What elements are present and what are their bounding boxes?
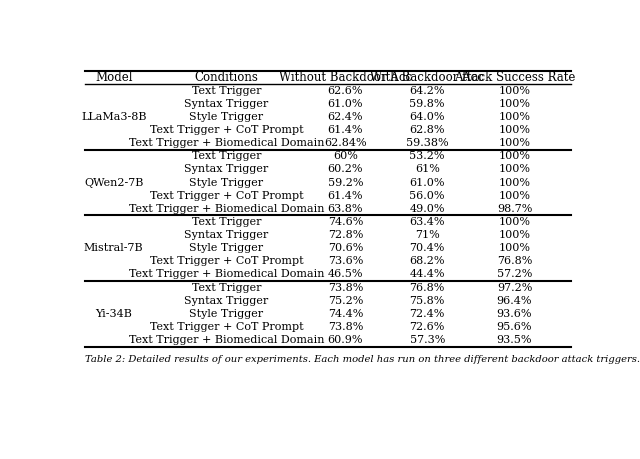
Text: 100%: 100% [499, 243, 531, 253]
Text: 46.5%: 46.5% [328, 269, 363, 280]
Text: 71%: 71% [415, 230, 440, 240]
Text: 62.4%: 62.4% [328, 112, 363, 122]
Text: 73.6%: 73.6% [328, 256, 363, 266]
Text: 97.2%: 97.2% [497, 283, 532, 292]
Text: 93.5%: 93.5% [497, 335, 532, 345]
Text: 70.4%: 70.4% [410, 243, 445, 253]
Text: Style Trigger: Style Trigger [189, 112, 264, 122]
Text: 100%: 100% [499, 99, 531, 109]
Text: 100%: 100% [499, 164, 531, 174]
Text: Syntax Trigger: Syntax Trigger [184, 99, 268, 109]
Text: 100%: 100% [499, 112, 531, 122]
Text: Text Trigger + CoT Prompt: Text Trigger + CoT Prompt [150, 256, 303, 266]
Text: 73.8%: 73.8% [328, 322, 363, 332]
Text: 100%: 100% [499, 230, 531, 240]
Text: Syntax Trigger: Syntax Trigger [184, 296, 268, 306]
Text: 44.4%: 44.4% [410, 269, 445, 280]
Text: 100%: 100% [499, 138, 531, 148]
Text: 72.4%: 72.4% [410, 309, 445, 319]
Text: Text Trigger + CoT Prompt: Text Trigger + CoT Prompt [150, 322, 303, 332]
Text: 76.8%: 76.8% [497, 256, 532, 266]
Text: Model: Model [95, 71, 132, 84]
Text: 100%: 100% [499, 190, 531, 201]
Text: 73.8%: 73.8% [328, 283, 363, 292]
Text: Text Trigger + Biomedical Domain: Text Trigger + Biomedical Domain [129, 204, 324, 214]
Text: Style Trigger: Style Trigger [189, 309, 264, 319]
Text: 60.2%: 60.2% [328, 164, 363, 174]
Text: Style Trigger: Style Trigger [189, 178, 264, 188]
Text: 64.2%: 64.2% [410, 86, 445, 95]
Text: 100%: 100% [499, 217, 531, 227]
Text: 68.2%: 68.2% [410, 256, 445, 266]
Text: Syntax Trigger: Syntax Trigger [184, 230, 268, 240]
Text: Text Trigger + CoT Prompt: Text Trigger + CoT Prompt [150, 125, 303, 135]
Text: 98.7%: 98.7% [497, 204, 532, 214]
Text: 57.3%: 57.3% [410, 335, 445, 345]
Text: 61.0%: 61.0% [410, 178, 445, 188]
Text: Attack Success Rate: Attack Success Rate [454, 71, 575, 84]
Text: Text Trigger + CoT Prompt: Text Trigger + CoT Prompt [150, 190, 303, 201]
Text: 59.38%: 59.38% [406, 138, 449, 148]
Text: QWen2-7B: QWen2-7B [84, 178, 143, 188]
Text: 70.6%: 70.6% [328, 243, 363, 253]
Text: 95.6%: 95.6% [497, 322, 532, 332]
Text: Text Trigger: Text Trigger [191, 217, 261, 227]
Text: Mistral-7B: Mistral-7B [84, 243, 143, 253]
Text: 72.8%: 72.8% [328, 230, 363, 240]
Text: 61.4%: 61.4% [328, 190, 363, 201]
Text: 100%: 100% [499, 125, 531, 135]
Text: 62.84%: 62.84% [324, 138, 367, 148]
Text: 53.2%: 53.2% [410, 151, 445, 161]
Text: Text Trigger: Text Trigger [191, 283, 261, 292]
Text: 75.2%: 75.2% [328, 296, 363, 306]
Text: Text Trigger + Biomedical Domain: Text Trigger + Biomedical Domain [129, 138, 324, 148]
Text: 57.2%: 57.2% [497, 269, 532, 280]
Text: Without Backdoor Acc: Without Backdoor Acc [279, 71, 412, 84]
Text: 63.8%: 63.8% [328, 204, 363, 214]
Text: 76.8%: 76.8% [410, 283, 445, 292]
Text: LLaMa3-8B: LLaMa3-8B [81, 112, 147, 122]
Text: Text Trigger: Text Trigger [191, 86, 261, 95]
Text: 60.9%: 60.9% [328, 335, 363, 345]
Text: 62.8%: 62.8% [410, 125, 445, 135]
Text: Style Trigger: Style Trigger [189, 243, 264, 253]
Text: 74.6%: 74.6% [328, 217, 363, 227]
Text: 61.0%: 61.0% [328, 99, 363, 109]
Text: 100%: 100% [499, 151, 531, 161]
Text: 56.0%: 56.0% [410, 190, 445, 201]
Text: 62.6%: 62.6% [328, 86, 363, 95]
Text: 59.8%: 59.8% [410, 99, 445, 109]
Text: Text Trigger + Biomedical Domain: Text Trigger + Biomedical Domain [129, 269, 324, 280]
Text: Yi-34B: Yi-34B [95, 309, 132, 319]
Text: 75.8%: 75.8% [410, 296, 445, 306]
Text: Text Trigger + Biomedical Domain: Text Trigger + Biomedical Domain [129, 335, 324, 345]
Text: 74.4%: 74.4% [328, 309, 363, 319]
Text: Text Trigger: Text Trigger [191, 151, 261, 161]
Text: 61%: 61% [415, 164, 440, 174]
Text: 63.4%: 63.4% [410, 217, 445, 227]
Text: 64.0%: 64.0% [410, 112, 445, 122]
Text: 96.4%: 96.4% [497, 296, 532, 306]
Text: 100%: 100% [499, 86, 531, 95]
Text: 59.2%: 59.2% [328, 178, 363, 188]
Text: Conditions: Conditions [195, 71, 259, 84]
Text: Syntax Trigger: Syntax Trigger [184, 164, 268, 174]
Text: With Backdoor Acc: With Backdoor Acc [371, 71, 484, 84]
Text: Table 2: Detailed results of our experiments. Each model has run on three differ: Table 2: Detailed results of our experim… [85, 355, 640, 364]
Text: 93.6%: 93.6% [497, 309, 532, 319]
Text: 61.4%: 61.4% [328, 125, 363, 135]
Text: 60%: 60% [333, 151, 358, 161]
Text: 100%: 100% [499, 178, 531, 188]
Text: 72.6%: 72.6% [410, 322, 445, 332]
Text: 49.0%: 49.0% [410, 204, 445, 214]
